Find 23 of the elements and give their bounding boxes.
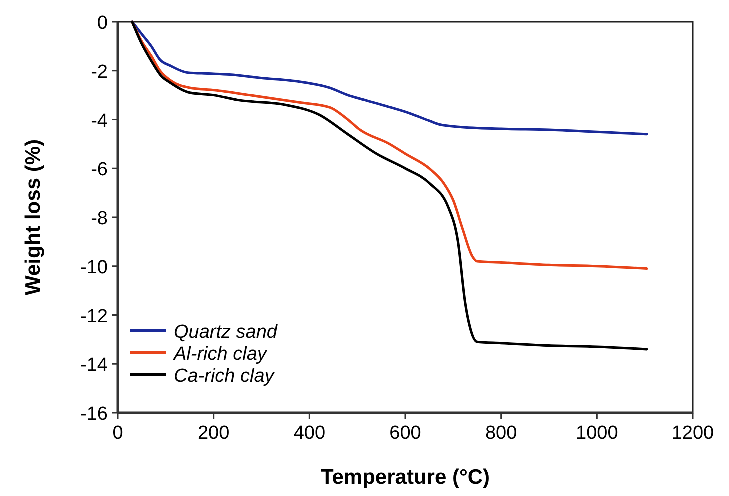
y-tick-label: -12 xyxy=(80,306,108,328)
y-axis-title: Weight loss (%) xyxy=(22,140,45,296)
x-tick-label: 1000 xyxy=(576,423,618,444)
y-tick-label: -8 xyxy=(91,208,108,230)
x-tick-label: 0 xyxy=(112,423,124,444)
x-axis-title: Temperature (°C) xyxy=(320,466,490,489)
y-tick-label: -6 xyxy=(91,160,108,181)
x-tick-label: 600 xyxy=(390,423,422,444)
y-tick-label: -14 xyxy=(80,355,108,376)
y-tick-label: -16 xyxy=(80,404,108,425)
y-tick-label: -10 xyxy=(80,257,108,278)
line-series xyxy=(131,20,648,270)
x-tick-label: 400 xyxy=(294,423,326,444)
legend-label: Al-rich clay xyxy=(173,344,268,365)
x-tick-label: 1200 xyxy=(672,423,714,444)
y-tick-label: -2 xyxy=(91,62,108,83)
y-tick-label: -4 xyxy=(91,110,108,132)
legend-label: Ca-rich clay xyxy=(174,366,276,387)
line-series xyxy=(131,20,648,136)
x-tick-label: 200 xyxy=(198,423,230,444)
legend-label: Quartz sand xyxy=(174,322,279,343)
x-tick-label: 800 xyxy=(485,423,518,444)
y-tick-label: 0 xyxy=(97,13,108,34)
